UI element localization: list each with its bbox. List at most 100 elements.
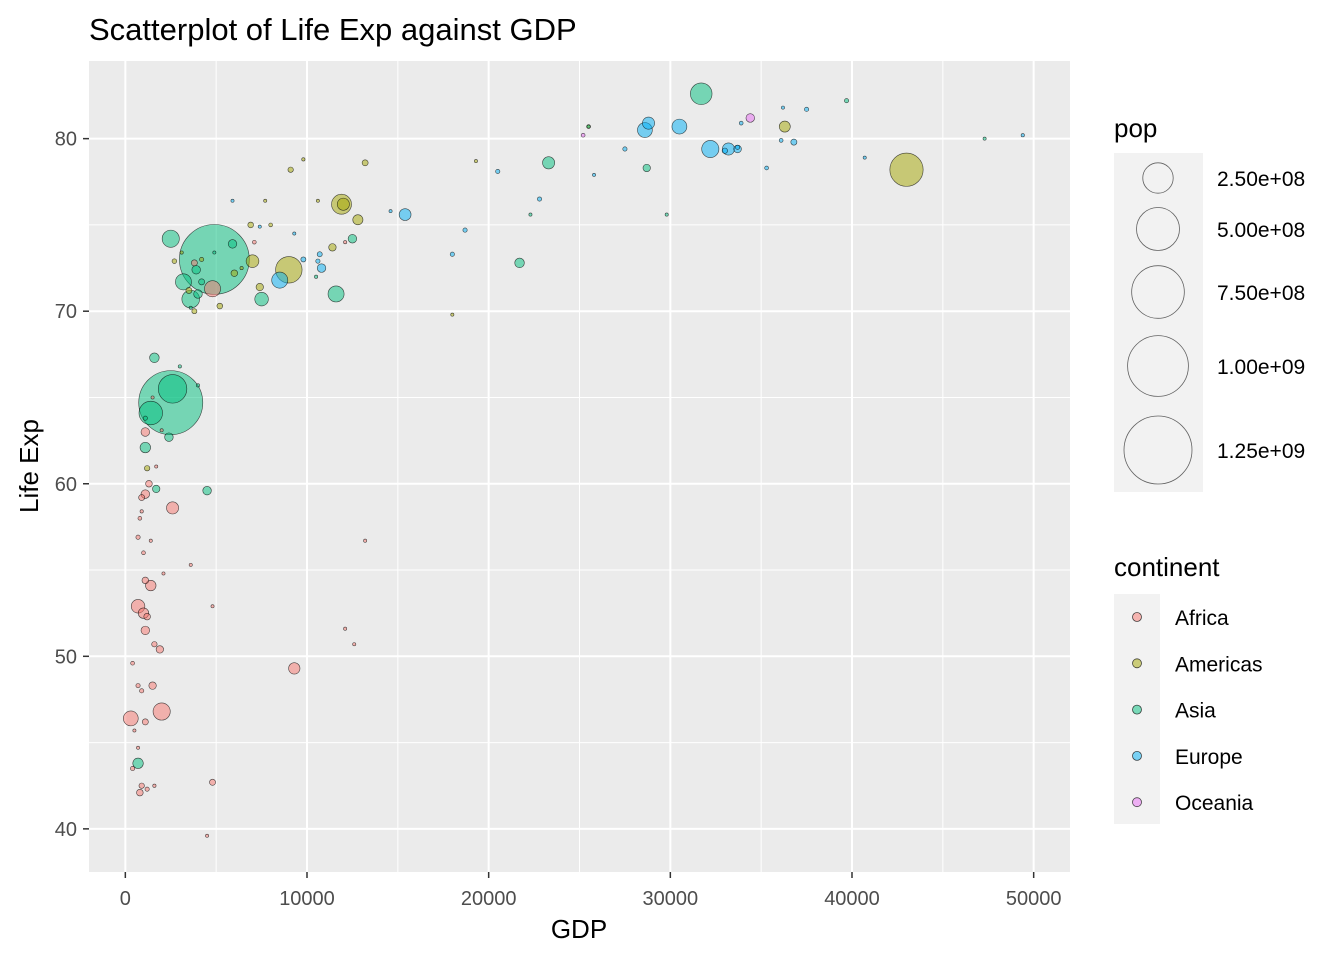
grid-major: [89, 61, 1070, 872]
data-point-africa: [139, 509, 144, 514]
data-point-africa: [141, 550, 146, 555]
data-point-europe: [462, 227, 468, 233]
data-point-europe: [622, 146, 628, 152]
y-tick-label: 70: [55, 301, 77, 323]
y-tick-label: 50: [55, 646, 77, 668]
data-point-americas: [778, 120, 791, 133]
data-point-americas: [315, 198, 320, 203]
data-point-africa: [148, 681, 157, 690]
data-point-europe: [398, 208, 412, 221]
data-point-africa: [123, 710, 139, 727]
x-axis-title: GDP: [551, 914, 607, 944]
data-point-americas: [328, 243, 337, 252]
data-point-africa: [135, 683, 141, 689]
data-point-oceania: [745, 113, 755, 123]
data-point-asia: [327, 285, 345, 303]
y-tick-label: 60: [55, 474, 77, 496]
color-legend-key-oceania: [1132, 797, 1142, 808]
data-point-africa: [150, 395, 155, 400]
data-point-africa: [130, 660, 135, 666]
color-legend-key-europe: [1132, 751, 1142, 761]
data-point-asia: [177, 364, 182, 369]
data-point-americas: [301, 157, 306, 162]
data-point-africa: [130, 766, 136, 771]
data-point-africa: [136, 788, 144, 797]
data-point-asia: [254, 292, 269, 307]
size-legend-title: pop: [1114, 113, 1157, 143]
data-point-europe: [778, 138, 784, 143]
data-point-africa: [143, 612, 151, 621]
data-point-africa: [343, 626, 348, 631]
size-legend: pop 2.50e+08 5.00e+08 7.50e+08 1.00e+09 1.25…: [1114, 113, 1305, 492]
data-point-africa: [139, 688, 145, 694]
data-point-africa: [140, 625, 150, 636]
data-point-americas: [247, 221, 254, 229]
y-tick-label: 40: [55, 819, 77, 841]
data-point-asia: [202, 486, 212, 496]
x-tick-label: 30000: [643, 888, 699, 910]
data-point-africa: [210, 604, 215, 609]
data-point-europe: [495, 168, 501, 174]
data-point-asia: [132, 757, 144, 769]
data-point-americas: [263, 198, 268, 203]
color-legend-label: Africa: [1175, 607, 1229, 630]
data-point-americas: [199, 256, 205, 262]
data-point-africa: [136, 745, 140, 750]
data-point-africa: [141, 718, 149, 726]
data-point-asia: [227, 239, 238, 249]
data-point-africa: [191, 259, 198, 267]
color-legend-key-africa: [1132, 612, 1142, 622]
data-point-asia: [586, 124, 591, 129]
size-legend-label: 1.00e+09: [1217, 356, 1305, 379]
size-legend-key: [1131, 265, 1185, 319]
size-legend-key: [1123, 415, 1193, 485]
data-point-africa: [138, 494, 146, 501]
data-point-asia: [844, 98, 850, 104]
data-point-americas: [255, 283, 264, 292]
color-legend-key-americas: [1132, 658, 1142, 669]
data-point-europe: [862, 155, 867, 160]
size-legend-key: [1136, 207, 1180, 251]
data-point-europe: [271, 271, 289, 289]
data-point-europe: [292, 231, 297, 236]
data-point-asia: [198, 278, 205, 286]
data-point-americas: [450, 312, 455, 317]
data-point-europe: [257, 224, 262, 229]
data-point-africa: [137, 516, 143, 521]
data-point-asia: [528, 212, 533, 217]
data-point-europe: [701, 140, 720, 158]
data-point-europe: [230, 198, 235, 203]
data-point-americas: [474, 159, 478, 163]
data-point-americas: [191, 308, 198, 315]
data-point-americas: [336, 197, 350, 211]
data-point-europe: [804, 106, 810, 112]
data-point-asia: [514, 257, 525, 268]
data-point-africa: [148, 538, 153, 543]
color-legend-label: Oceania: [1175, 792, 1254, 815]
y-axis-title: Life Exp: [14, 419, 44, 513]
x-tick-label: 10000: [279, 888, 335, 910]
data-point-americas: [171, 258, 178, 264]
data-point-africa: [209, 778, 216, 786]
data-point-africa: [205, 833, 209, 838]
data-point-africa: [166, 501, 179, 515]
data-point-africa: [145, 480, 153, 488]
data-point-europe: [300, 256, 307, 263]
data-point-americas: [889, 152, 924, 187]
data-point-africa: [252, 239, 257, 245]
size-legend-label: 1.25e+09: [1217, 440, 1305, 463]
data-point-americas: [287, 166, 294, 173]
size-legend-key: [1142, 162, 1174, 194]
size-legend-label: 2.50e+08: [1217, 168, 1305, 191]
data-point-europe: [592, 172, 596, 177]
data-point-americas: [216, 302, 223, 310]
data-point-asia: [191, 265, 201, 275]
data-point-africa: [161, 571, 166, 576]
data-point-oceania: [580, 132, 586, 138]
data-point-asia: [642, 163, 651, 173]
data-point-americas: [179, 250, 184, 255]
data-point-europe: [721, 147, 728, 154]
data-point-africa: [343, 240, 348, 245]
data-point-europe: [781, 105, 785, 110]
data-point-europe: [316, 251, 323, 258]
